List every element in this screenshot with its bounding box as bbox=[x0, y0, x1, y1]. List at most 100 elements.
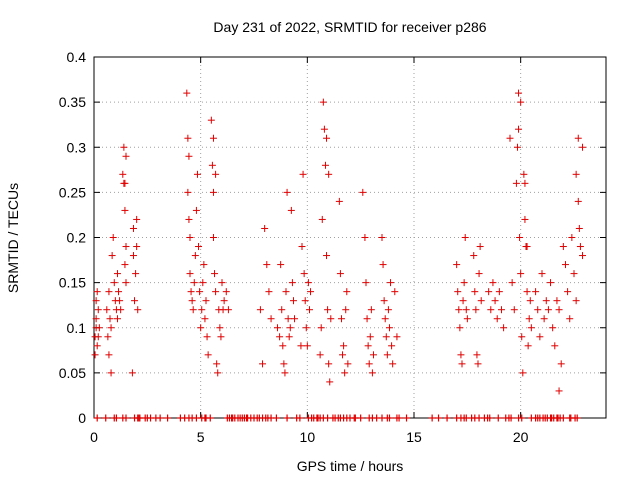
data-point bbox=[277, 261, 285, 269]
data-point bbox=[534, 306, 542, 314]
data-point bbox=[113, 270, 121, 278]
data-point bbox=[527, 324, 535, 332]
data-point bbox=[555, 306, 563, 314]
data-point bbox=[121, 206, 129, 214]
data-point bbox=[518, 333, 526, 341]
data-point bbox=[285, 333, 293, 341]
x-tick-label: 0 bbox=[90, 429, 98, 445]
zero-point bbox=[112, 414, 120, 422]
data-point bbox=[568, 234, 576, 241]
zero-point bbox=[296, 414, 304, 422]
data-point bbox=[209, 188, 217, 196]
data-point bbox=[342, 306, 350, 314]
data-point bbox=[367, 306, 375, 314]
data-point bbox=[129, 252, 137, 260]
data-point bbox=[105, 351, 113, 359]
data-point bbox=[133, 215, 141, 223]
data-point bbox=[324, 306, 332, 314]
data-point bbox=[213, 360, 221, 368]
data-point bbox=[517, 98, 525, 106]
data-point bbox=[209, 234, 217, 241]
data-point bbox=[283, 188, 291, 196]
data-point bbox=[323, 252, 331, 260]
zero-point bbox=[403, 414, 411, 422]
data-point bbox=[284, 315, 292, 323]
data-point bbox=[574, 134, 582, 142]
x-axis: 0 5 10 15 20 bbox=[90, 57, 529, 445]
data-point bbox=[579, 252, 587, 260]
data-point bbox=[325, 170, 333, 178]
data-point bbox=[186, 270, 194, 278]
data-point bbox=[516, 234, 524, 241]
x-tick-label: 5 bbox=[197, 429, 205, 445]
y-tick-label: 0.3 bbox=[67, 139, 87, 155]
data-point bbox=[380, 297, 388, 305]
data-point bbox=[191, 252, 199, 260]
data-point bbox=[472, 306, 480, 314]
data-point bbox=[326, 378, 334, 386]
y-tick-label: 0.2 bbox=[67, 230, 87, 246]
data-point bbox=[477, 297, 485, 305]
zero-point bbox=[507, 414, 515, 422]
data-point bbox=[113, 315, 121, 323]
data-point bbox=[368, 369, 376, 377]
y-tick-label: 0.1 bbox=[67, 320, 87, 336]
data-point bbox=[95, 324, 103, 332]
data-point bbox=[92, 297, 100, 305]
zero-point bbox=[518, 414, 526, 422]
data-point bbox=[199, 279, 207, 287]
data-point bbox=[122, 243, 130, 251]
data-point bbox=[121, 261, 129, 269]
data-point bbox=[323, 134, 331, 142]
data-point bbox=[393, 333, 401, 341]
data-point bbox=[320, 125, 328, 133]
y-tick-label: 0.4 bbox=[67, 49, 87, 65]
y-tick-label: 0.15 bbox=[59, 275, 86, 291]
data-point bbox=[116, 297, 124, 305]
data-point bbox=[185, 215, 193, 223]
data-point bbox=[471, 288, 479, 296]
data-point bbox=[94, 333, 102, 341]
data-point bbox=[133, 243, 141, 251]
zero-points bbox=[93, 414, 581, 422]
data-point bbox=[559, 243, 567, 251]
data-point bbox=[110, 279, 118, 287]
data-point bbox=[259, 360, 267, 368]
zero-point bbox=[156, 414, 164, 422]
data-point bbox=[279, 342, 287, 350]
data-point bbox=[555, 387, 563, 395]
data-point bbox=[131, 297, 139, 305]
data-point bbox=[108, 252, 116, 260]
data-point bbox=[109, 234, 117, 241]
data-point bbox=[278, 306, 286, 314]
data-point bbox=[453, 261, 461, 269]
data-point bbox=[128, 369, 136, 377]
data-point bbox=[500, 324, 508, 332]
data-point bbox=[379, 261, 387, 269]
data-point bbox=[105, 288, 113, 296]
data-point bbox=[557, 360, 565, 368]
data-point bbox=[93, 342, 101, 350]
data-point bbox=[200, 261, 208, 269]
data-point bbox=[549, 324, 557, 332]
zero-point bbox=[573, 414, 581, 422]
data-point bbox=[184, 188, 192, 196]
data-point bbox=[202, 297, 210, 305]
data-point bbox=[561, 261, 569, 269]
data-point bbox=[107, 324, 115, 332]
data-point bbox=[489, 279, 497, 287]
data-point bbox=[485, 288, 493, 296]
data-point bbox=[286, 324, 294, 332]
data-point bbox=[183, 89, 191, 97]
zero-point bbox=[102, 414, 110, 422]
zero-point bbox=[385, 414, 393, 422]
data-point bbox=[341, 369, 349, 377]
data-point bbox=[512, 179, 520, 187]
data-point bbox=[475, 270, 483, 278]
zero-point bbox=[559, 414, 567, 422]
data-point bbox=[121, 179, 129, 187]
data-point bbox=[515, 89, 523, 97]
data-point bbox=[575, 224, 583, 232]
data-point bbox=[265, 288, 273, 296]
